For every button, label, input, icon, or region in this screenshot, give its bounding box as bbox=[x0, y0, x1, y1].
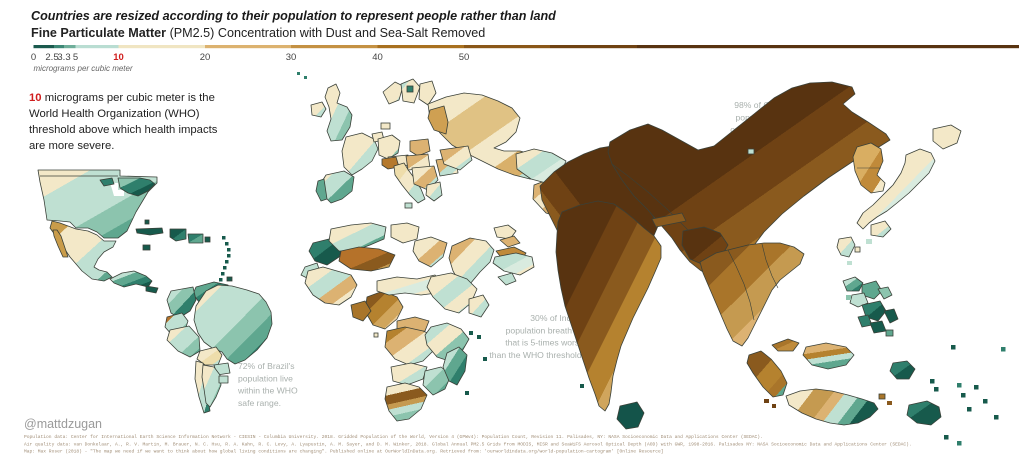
svg-text:than the WHO threshold.: than the WHO threshold. bbox=[489, 350, 584, 360]
svg-text:50: 50 bbox=[459, 52, 470, 63]
svg-text:30% of India's: 30% of India's bbox=[530, 313, 584, 323]
svg-text:population live: population live bbox=[238, 373, 293, 383]
svg-text:Map: Max Roser (2018) - "The m: Map: Max Roser (2018) - "The map we need… bbox=[24, 449, 664, 455]
svg-text:within the WHO: within the WHO bbox=[237, 386, 298, 396]
svg-text:98% of China's: 98% of China's bbox=[734, 100, 792, 110]
svg-text:2.5: 2.5 bbox=[45, 52, 58, 63]
svg-text:micrograms per cubic meter: micrograms per cubic meter bbox=[34, 64, 133, 73]
svg-text:10: 10 bbox=[113, 52, 124, 63]
svg-text:population breath air: population breath air bbox=[506, 325, 584, 335]
svg-text:Population data: Center for In: Population data: Center for Internationa… bbox=[24, 434, 763, 440]
svg-text:30: 30 bbox=[286, 52, 297, 63]
svg-text:3.3: 3.3 bbox=[57, 52, 70, 63]
svg-text:10 micrograms per cubic meter: 10 micrograms per cubic meter is the bbox=[29, 92, 215, 104]
svg-text:Countries are resized accordin: Countries are resized according to their… bbox=[31, 9, 556, 23]
svg-text:are more severe.: are more severe. bbox=[29, 140, 114, 152]
svg-text:@mattdzugan: @mattdzugan bbox=[24, 417, 102, 431]
svg-text:Air quality data: van Donkelaa: Air quality data: van Donkelaar, A., R. … bbox=[24, 441, 912, 447]
svg-text:World Health Organization (WHO: World Health Organization (WHO) bbox=[29, 108, 200, 120]
svg-text:0: 0 bbox=[31, 52, 36, 63]
svg-text:20: 20 bbox=[200, 52, 211, 63]
svg-text:that is 5-times worse: that is 5-times worse bbox=[505, 338, 584, 348]
svg-text:40: 40 bbox=[372, 52, 383, 63]
svg-text:5: 5 bbox=[73, 52, 78, 63]
svg-text:safe range.: safe range. bbox=[238, 398, 281, 408]
svg-text:Fine Particulate Matter (PM2.5: Fine Particulate Matter (PM2.5) Concentr… bbox=[31, 26, 485, 40]
svg-text:threshold above which health i: threshold above which health impacts bbox=[29, 124, 218, 136]
svg-text:72% of Brazil's: 72% of Brazil's bbox=[238, 361, 295, 371]
